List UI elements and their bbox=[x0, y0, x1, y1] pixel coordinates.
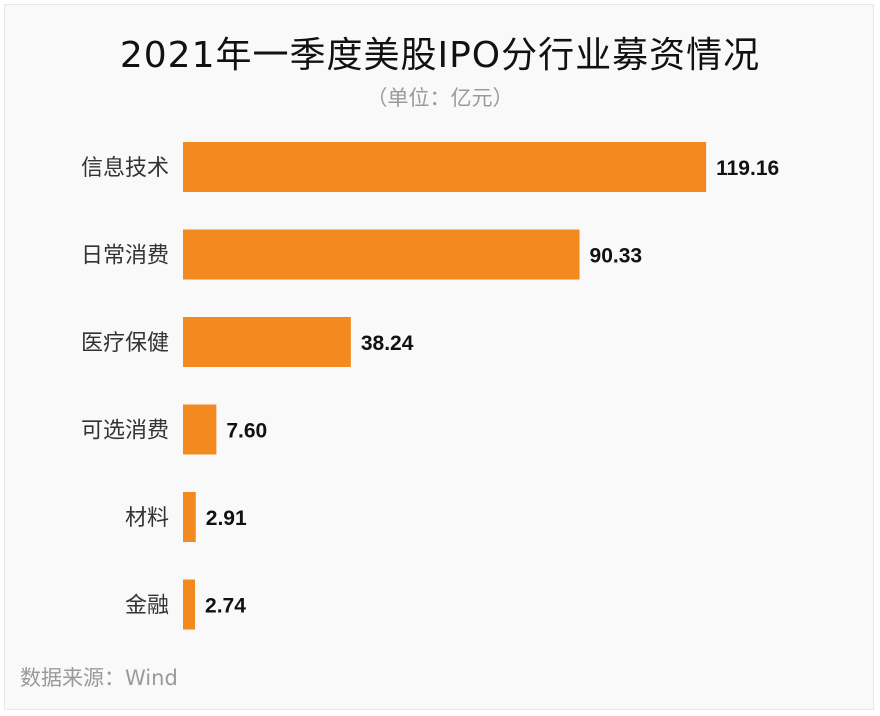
category-label-3: 可选消费 bbox=[81, 419, 169, 444]
value-label-3: 7.60 bbox=[226, 420, 267, 443]
value-label-2: 38.24 bbox=[361, 332, 414, 355]
chart-frame bbox=[4, 4, 874, 710]
category-label-4: 材料 bbox=[125, 506, 169, 531]
bar-1 bbox=[183, 229, 580, 280]
bar-0 bbox=[183, 142, 707, 192]
chart-subtitle: （单位：亿元） bbox=[366, 86, 514, 110]
category-label-0: 信息技术 bbox=[81, 156, 169, 181]
category-label-5: 金融 bbox=[125, 594, 169, 619]
value-label-4: 2.91 bbox=[206, 507, 247, 530]
category-label-2: 医疗保健 bbox=[81, 331, 169, 356]
data-source-note: 数据来源：Wind bbox=[20, 666, 178, 690]
value-label-1: 90.33 bbox=[590, 245, 643, 268]
bar-5 bbox=[183, 579, 196, 630]
value-label-0: 119.16 bbox=[716, 157, 779, 180]
bar-4 bbox=[183, 492, 196, 542]
value-label-5: 2.74 bbox=[205, 595, 246, 618]
category-label-1: 日常消费 bbox=[81, 244, 169, 269]
bar-2 bbox=[183, 317, 351, 367]
bar-3 bbox=[183, 404, 217, 455]
chart-title: 2021年一季度美股IPO分行业募资情况 bbox=[119, 35, 761, 76]
